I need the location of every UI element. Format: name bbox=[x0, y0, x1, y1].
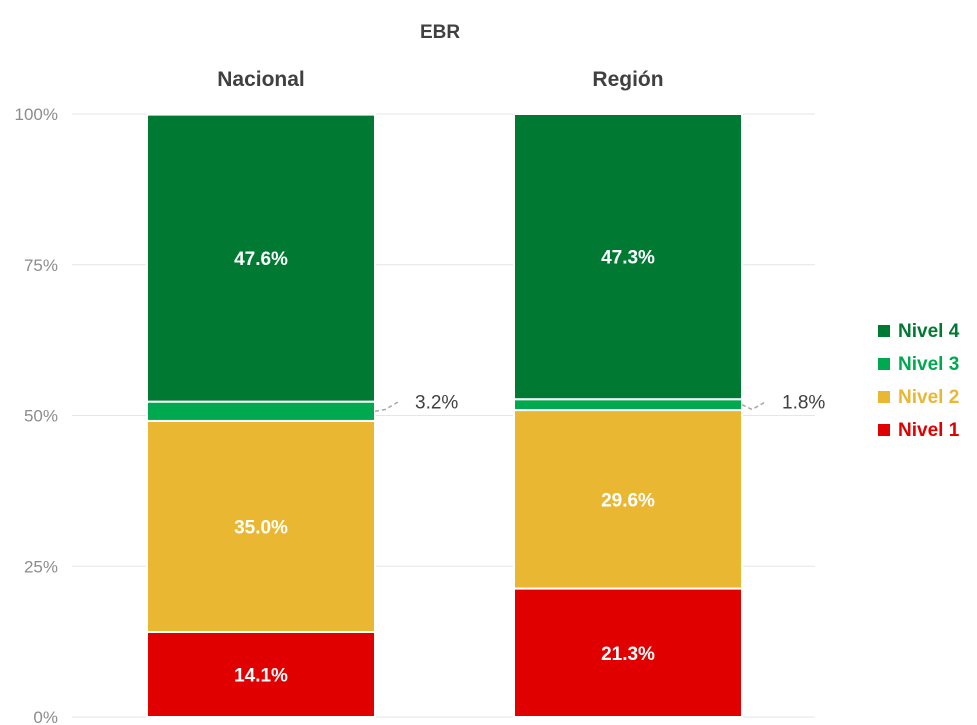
y-tick-label: 0% bbox=[33, 708, 58, 725]
category-label: Nacional bbox=[217, 68, 305, 91]
y-tick-label: 50% bbox=[24, 407, 58, 426]
leader-line bbox=[375, 402, 399, 412]
data-label: 1.8% bbox=[782, 393, 825, 414]
legend-swatch bbox=[878, 358, 890, 370]
legend-swatch bbox=[878, 325, 890, 337]
y-tick-label: 75% bbox=[24, 256, 58, 275]
legend-entry: Nivel 4 bbox=[898, 321, 960, 342]
data-label: 3.2% bbox=[415, 393, 458, 414]
legend-entry: Nivel 1 bbox=[898, 420, 960, 441]
category-label: Región bbox=[592, 68, 663, 91]
data-label: 29.6% bbox=[601, 490, 655, 511]
legend-swatch bbox=[878, 424, 890, 436]
bar-segment-nivel-3 bbox=[147, 402, 375, 421]
y-tick-label: 100% bbox=[15, 105, 58, 124]
legend-entry: Nivel 2 bbox=[898, 387, 959, 408]
data-label: 35.0% bbox=[234, 517, 288, 538]
data-label: 47.6% bbox=[234, 249, 288, 270]
y-axis: 0% 25% 50% 75% 100% bbox=[15, 105, 58, 725]
legend: Nivel 4 Nivel 3 Nivel 2 Nivel 1 bbox=[878, 321, 960, 441]
data-label: 47.3% bbox=[601, 248, 655, 269]
y-tick-label: 25% bbox=[24, 557, 58, 576]
legend-entry: Nivel 3 bbox=[898, 354, 959, 375]
legend-swatch bbox=[878, 391, 890, 403]
bars: Nacional 14.1% 35.0% 3.2% 47.6% Región 21.3% 29… bbox=[147, 68, 825, 717]
leader-line bbox=[742, 402, 766, 410]
data-label: 21.3% bbox=[601, 644, 655, 665]
data-label: 14.1% bbox=[234, 665, 288, 686]
chart-title: EBR bbox=[420, 22, 460, 43]
bar-segment-nivel-3 bbox=[514, 399, 742, 410]
